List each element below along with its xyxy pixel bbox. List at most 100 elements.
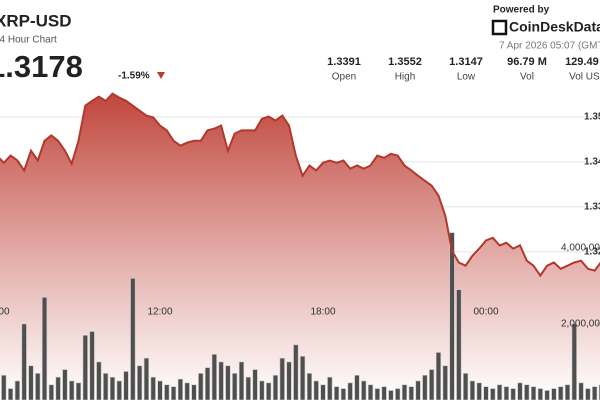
stat-value: 1.3147 [449, 56, 483, 68]
date: 7 Apr 2026 05:07 (GMT) [499, 41, 600, 52]
stat-value: 129.49 M [565, 56, 600, 68]
volume-bar [585, 388, 591, 400]
volume-bar [279, 357, 285, 400]
volume-bar [48, 384, 54, 400]
title: XRP-USD [0, 11, 72, 30]
volume-bar [96, 361, 102, 400]
volume-bar [103, 373, 109, 400]
volume-bar [1, 374, 7, 400]
y-tick-label: 1.33 [584, 201, 600, 212]
stat-value: 1.3552 [388, 56, 422, 68]
x-tick-label: 06:00 [0, 307, 10, 318]
volume-bar [89, 331, 95, 400]
volume-bar [232, 373, 238, 400]
stat-label: High [395, 72, 416, 83]
volume-bar [164, 384, 170, 400]
volume-bar [157, 380, 163, 400]
volume-bar [503, 386, 509, 400]
volume-bar [571, 323, 577, 400]
volume-bar [191, 384, 197, 400]
y-tick-label: 1.32 [584, 246, 600, 257]
volume-bar [333, 386, 340, 400]
stats: 1.3391 Open 1.3552 High 1.3147 Low 96.79 M Vol 1… [327, 56, 600, 83]
volume-bar [7, 388, 14, 400]
volume-bar [456, 289, 462, 400]
volume-bar [198, 373, 204, 400]
volume-bar [55, 376, 61, 400]
volume-bar [415, 380, 421, 400]
volume-bar [429, 369, 435, 400]
volume-bar [490, 388, 496, 400]
volume-bar [564, 384, 571, 400]
volume-bar [130, 277, 136, 400]
volume-bar [184, 382, 190, 400]
stat-value: 96.79 M [507, 56, 547, 68]
volume-bar [137, 365, 143, 400]
volume-bar [320, 384, 326, 400]
volume-bar [388, 390, 394, 400]
brand-icon [491, 19, 508, 36]
x-tick-label: 12:00 [147, 307, 172, 318]
y2-tick-label: 2,000,000 [561, 319, 600, 330]
volume-bar [374, 388, 380, 400]
volume-bar [469, 380, 476, 400]
volume-bar [435, 352, 442, 400]
powered-by: Powered by [493, 5, 550, 16]
volume-bar [35, 373, 41, 400]
change: -1.59% [118, 71, 150, 82]
volume-bar [150, 376, 156, 400]
volume-bar [408, 386, 414, 400]
volume-bar [558, 386, 564, 400]
volume-bar [211, 354, 217, 400]
price: 1.3178 [0, 49, 83, 84]
x-tick-label: 18:00 [310, 307, 335, 318]
volume-bar [143, 357, 150, 400]
volume-bar [361, 380, 367, 400]
volume-bar [340, 388, 346, 400]
volume-bar [28, 365, 34, 400]
plot: 1.32 1.33 1.34 1.35 2,000,000 4,000,000 06:00 1… [0, 92, 600, 400]
volume-bar [530, 386, 537, 400]
volume-bar [476, 382, 482, 400]
volume-bar [422, 374, 428, 400]
volume-bar [592, 386, 598, 400]
volume-bar [252, 369, 258, 400]
volume-bar [537, 388, 543, 400]
volume-bar [327, 376, 333, 400]
volume-bar [116, 380, 122, 400]
volume-bar [259, 380, 265, 400]
stat-label: Low [457, 72, 476, 83]
volume-bar [578, 382, 584, 400]
volume-bar [442, 365, 448, 400]
volume-bar [354, 374, 360, 400]
volume-bar [551, 388, 557, 400]
volume-bar [517, 382, 523, 400]
volume-bar [401, 384, 408, 400]
volume-bar [238, 361, 245, 400]
subtitle: 24 Hour Chart [0, 35, 57, 46]
volume-bar [75, 382, 82, 400]
volume-bar [21, 323, 27, 400]
y-tick-label: 1.34 [584, 157, 600, 168]
price-line [0, 92, 600, 278]
stat-label: Vol [520, 72, 534, 83]
volume-bar [293, 344, 299, 400]
volume-bar [496, 384, 503, 400]
volume-bar [177, 378, 183, 400]
volume-bar [109, 376, 116, 400]
brand: CoinDeskData [509, 19, 600, 35]
volume-bar [544, 390, 550, 400]
x-tick-label: 00:00 [473, 307, 498, 318]
y-tick-label: 1.35 [584, 112, 600, 123]
volume-bar [123, 371, 129, 400]
volume-bar [449, 232, 455, 400]
volume-bar [367, 384, 374, 400]
volume-bar [286, 361, 292, 400]
volume-bar [381, 386, 387, 400]
stat-label: Open [332, 72, 356, 83]
volume-bar [524, 384, 530, 400]
volume-bar [266, 382, 272, 400]
volume-bar [245, 376, 251, 400]
volume-bar [510, 388, 516, 400]
volume-bar [463, 373, 469, 400]
